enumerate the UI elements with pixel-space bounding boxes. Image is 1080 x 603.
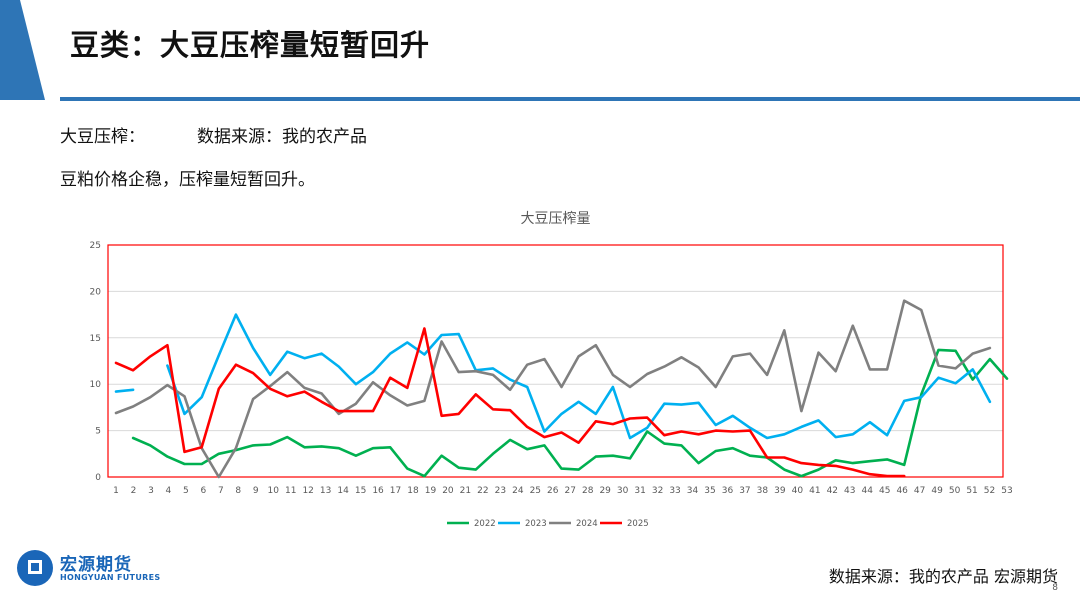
chart-title: 大豆压榨量 <box>521 210 591 227</box>
x-tick-label-42: 42 <box>827 486 838 496</box>
x-tick-label-13: 13 <box>320 486 331 496</box>
info-source-line: 大豆压榨： 数据来源：我的农产品 <box>60 122 367 147</box>
x-tick-label-27: 27 <box>565 486 576 496</box>
header-divider <box>60 97 1080 101</box>
x-tick-label-45: 45 <box>879 486 890 496</box>
x-tick-label-9: 9 <box>253 486 259 496</box>
y-tick-label-20: 20 <box>90 287 102 297</box>
accent-parallelogram <box>0 0 45 100</box>
y-tick-label-25: 25 <box>90 241 101 251</box>
legend-label-2024: 2024 <box>576 519 598 529</box>
x-tick-label-52: 52 <box>984 486 995 496</box>
x-tick-label-53: 53 <box>1001 486 1012 496</box>
series-line-2022 <box>131 348 1009 478</box>
x-tick-label-18: 18 <box>407 486 419 496</box>
y-tick-label-10: 10 <box>90 380 102 390</box>
x-tick-label-25: 25 <box>530 486 541 496</box>
x-tick-label-7: 7 <box>218 486 224 496</box>
x-tick-label-44: 44 <box>862 486 874 496</box>
x-tick-label-2: 2 <box>131 486 137 496</box>
x-tick-label-46: 46 <box>896 486 908 496</box>
header-accent-shape <box>0 0 45 100</box>
x-tick-label-15: 15 <box>355 486 366 496</box>
legend-label-2025: 2025 <box>627 519 649 529</box>
x-tick-label-36: 36 <box>722 486 734 496</box>
brand-name-cn: 宏源期货 <box>60 555 132 575</box>
x-tick-label-12: 12 <box>302 486 313 496</box>
logo-square-inner <box>31 563 39 571</box>
x-tick-label-41: 41 <box>809 486 820 496</box>
x-tick-label-10: 10 <box>268 486 280 496</box>
x-tick-label-47: 47 <box>914 486 925 496</box>
x-tick-label-6: 6 <box>200 486 206 496</box>
x-tick-label-35: 35 <box>704 486 715 496</box>
page-number: 8 <box>1052 583 1058 593</box>
hongyuan-logo-icon <box>17 550 53 586</box>
x-tick-label-30: 30 <box>617 486 629 496</box>
x-tick-label-3: 3 <box>148 486 154 496</box>
x-tick-label-34: 34 <box>687 486 699 496</box>
x-tick-label-38: 38 <box>757 486 769 496</box>
x-tick-label-16: 16 <box>372 486 384 496</box>
x-tick-label-5: 5 <box>183 486 189 496</box>
series-line-2025 <box>114 327 906 478</box>
y-tick-label-15: 15 <box>90 334 101 344</box>
x-tick-label-26: 26 <box>547 486 559 496</box>
x-tick-label-39: 39 <box>774 486 786 496</box>
x-tick-label-1: 1 <box>113 486 119 496</box>
y-tick-label-5: 5 <box>95 427 101 437</box>
x-tick-label-32: 32 <box>652 486 663 496</box>
legend-label-2023: 2023 <box>525 519 547 529</box>
x-tick-label-31: 31 <box>634 486 645 496</box>
x-tick-label-43: 43 <box>844 486 855 496</box>
x-tick-label-22: 22 <box>477 486 488 496</box>
info-label: 大豆压榨： <box>60 127 145 147</box>
x-tick-label-23: 23 <box>495 486 506 496</box>
x-tick-label-28: 28 <box>582 486 594 496</box>
x-tick-label-37: 37 <box>739 486 750 496</box>
series-line-2024 <box>114 299 992 479</box>
x-tick-label-50: 50 <box>949 486 961 496</box>
x-tick-label-29: 29 <box>599 486 611 496</box>
x-tick-label-4: 4 <box>166 486 172 496</box>
footer-source: 数据来源：我的农产品 宏源期货 <box>828 567 1058 586</box>
info-source: 数据来源：我的农产品 <box>197 127 367 147</box>
x-tick-label-8: 8 <box>235 486 241 496</box>
brand-name-en: HONGYUAN FUTURES <box>60 573 161 582</box>
x-tick-label-19: 19 <box>425 486 437 496</box>
x-tick-label-17: 17 <box>390 486 401 496</box>
info-summary: 豆粕价格企稳，压榨量短暂回升。 <box>60 170 315 190</box>
legend-label-2022: 2022 <box>474 519 496 529</box>
x-tick-label-20: 20 <box>442 486 454 496</box>
x-tick-label-14: 14 <box>337 486 349 496</box>
x-tick-label-49: 49 <box>931 486 943 496</box>
x-tick-label-24: 24 <box>512 486 524 496</box>
series-line-2023 <box>114 313 992 440</box>
y-tick-label-0: 0 <box>95 473 101 483</box>
x-tick-label-11: 11 <box>285 486 296 496</box>
plot-area-border <box>107 244 1004 478</box>
x-tick-label-33: 33 <box>669 486 680 496</box>
x-tick-label-51: 51 <box>966 486 977 496</box>
x-tick-label-21: 21 <box>460 486 471 496</box>
x-tick-label-40: 40 <box>792 486 804 496</box>
page-title: 豆类：大豆压榨量短暂回升 <box>70 28 431 62</box>
